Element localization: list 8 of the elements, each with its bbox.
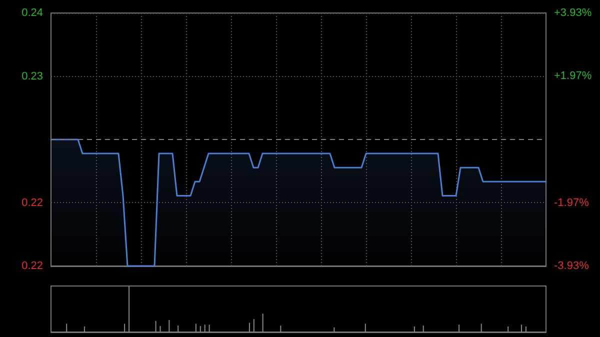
y2-tick-label: +3.93% [554,7,592,19]
y2-tick-label: -3.93% [554,260,590,272]
y-tick-label: 0.23 [22,70,43,82]
y-tick-label: 0.22 [22,196,43,209]
y2-tick-label: +1.97% [554,70,592,82]
y2-tick-label: -1.97% [554,196,590,209]
y-tick-label: 0.22 [22,260,43,272]
y-tick-label: 0.24 [22,7,43,19]
